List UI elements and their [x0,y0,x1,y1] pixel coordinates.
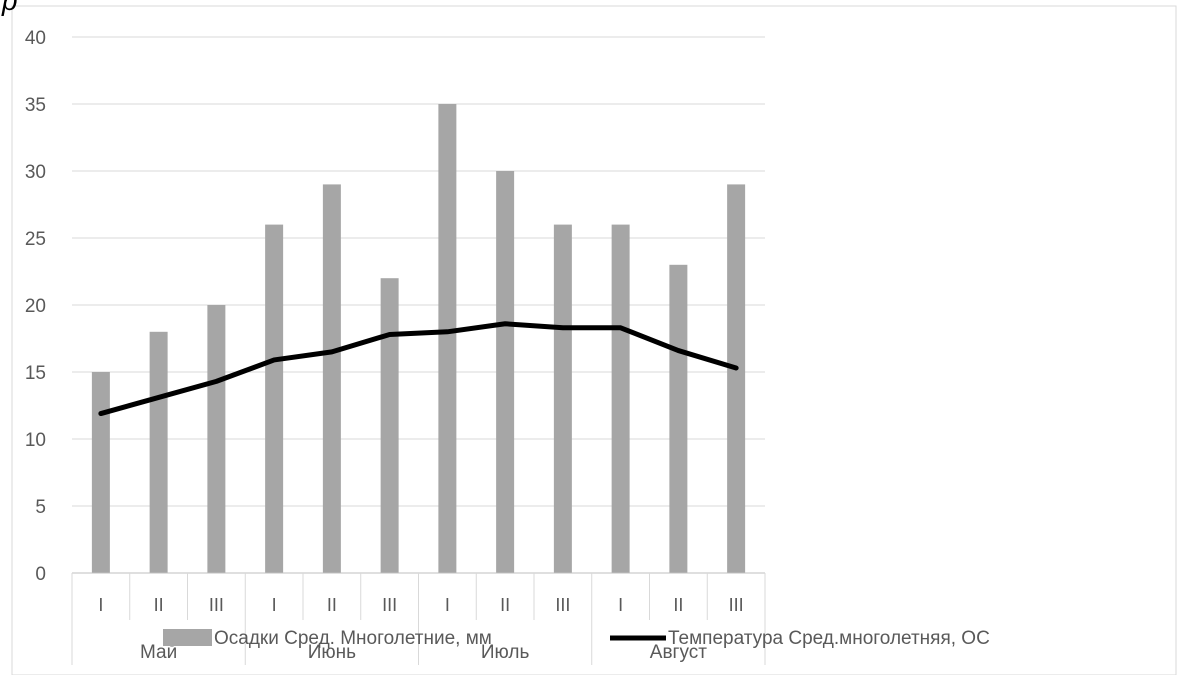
x-tick-label: III [382,595,397,615]
bar [91,372,110,573]
month-label: Май [140,642,177,663]
bar [496,171,515,573]
bar [669,264,688,573]
bar [611,224,630,573]
grid-layer [72,36,765,574]
legend-swatch-bars [163,629,212,646]
x-tick-label: III [209,595,224,615]
y-tick-label: 35 [25,95,46,116]
legend-label-line: Температура Сред.многолетняя, ОС [668,628,990,649]
y-tick-label: 20 [25,296,46,317]
x-tick-label: II [154,595,164,615]
bar [553,224,572,573]
y-tick-label: 10 [25,430,46,451]
bar [438,104,457,573]
month-label: Июль [481,642,530,663]
bar [149,331,168,573]
bar [265,224,284,573]
chart-area-border [11,5,1177,676]
x-tick-label: III [555,595,570,615]
legend-label-bars: Осадки Сред. Многолетние, мм [214,628,492,649]
x-tick-label: I [272,595,277,615]
y-tick-label: 0 [35,564,46,585]
bar [727,184,746,573]
y-tick-label: 5 [35,497,46,518]
bar-layer [91,104,746,573]
y-tick-label: 30 [25,162,46,183]
legend: Осадки Сред. Многолетние, мм Температура … [163,628,990,649]
y-tick-label: 25 [25,229,46,250]
corner-mark: р [1,0,18,16]
x-tick-label: II [500,595,510,615]
y-tick-label: 15 [25,363,46,384]
y-tick-label: 40 [25,28,46,49]
x-tick-label: II [673,595,683,615]
month-label: Август [650,642,707,663]
bar [207,305,226,573]
x-tick-label: I [98,595,103,615]
bar [380,278,399,573]
temperature-line [98,321,739,417]
bar [322,184,341,573]
line-layer [98,321,739,417]
x-tick-label: II [327,595,337,615]
x-tick-label: III [729,595,744,615]
month-label: Июнь [308,642,356,663]
x-tick-label: I [445,595,450,615]
x-tick-label: I [618,595,623,615]
